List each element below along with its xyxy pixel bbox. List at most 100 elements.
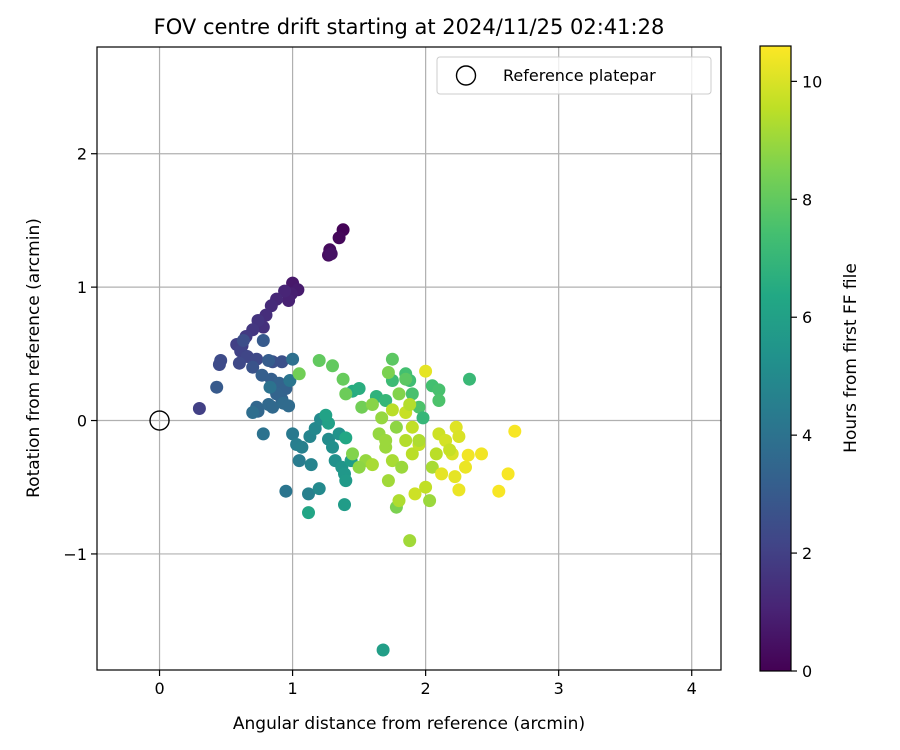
scatter-point: [408, 487, 422, 501]
scatter-point: [256, 427, 270, 441]
scatter-point: [392, 494, 406, 508]
scatter-point: [412, 434, 426, 447]
colorbar-ticks: 0 2 4 6 8 10: [791, 72, 822, 681]
reference-marker: [149, 410, 170, 431]
scatter-point: [236, 334, 250, 347]
scatter-point: [266, 400, 280, 414]
scatter-point: [385, 454, 399, 468]
scatter-point: [339, 474, 353, 488]
y-tick-label: −1: [63, 545, 87, 564]
x-tick-label: 4: [687, 679, 697, 698]
colorbar-label: Hours from first FF file: [841, 263, 861, 453]
scatter-point: [304, 458, 318, 472]
scatter-point: [459, 460, 472, 474]
scatter-point: [385, 352, 399, 366]
y-tick-label: 0: [77, 412, 87, 431]
colorbar-tick-label: 2: [802, 544, 812, 563]
scatter-point: [282, 399, 296, 413]
scatter-point: [336, 372, 350, 386]
scatter-point: [262, 354, 276, 367]
x-tick-label: 0: [154, 679, 164, 698]
scatter-point: [403, 398, 417, 411]
scatter-point: [508, 424, 522, 438]
scatter-point: [385, 403, 399, 417]
scatter-point: [399, 434, 413, 447]
y-axis-label: Rotation from reference (arcmin): [24, 218, 44, 498]
scatter-point: [232, 356, 246, 370]
scatter-point: [501, 467, 515, 481]
scatter-point: [246, 406, 260, 419]
scatter-point: [381, 366, 395, 379]
colorbar-gradient: [759, 45, 792, 672]
scatter-point: [292, 367, 306, 381]
grid: [97, 47, 721, 670]
scatter-point: [475, 447, 488, 461]
scatter-point: [405, 420, 419, 434]
scatter-point: [419, 480, 433, 494]
scatter-point: [263, 380, 277, 394]
scatter-point: [419, 364, 433, 378]
scatter-point: [246, 360, 260, 374]
scatter-point: [302, 506, 315, 520]
scatter-point: [319, 408, 333, 422]
x-tick-label: 3: [554, 679, 564, 698]
scatter-point: [278, 284, 292, 298]
scatter-point: [365, 398, 379, 411]
colorbar-tick-label: 0: [802, 662, 812, 681]
scatter-point: [365, 458, 379, 472]
scatter-point: [295, 440, 309, 454]
scatter-point: [461, 448, 475, 462]
scatter-point: [376, 643, 390, 657]
scatter-point: [192, 402, 206, 415]
plot-frame: [96, 46, 722, 671]
scatter-point: [403, 534, 417, 548]
scatter-point: [399, 372, 413, 386]
scatter-point: [275, 355, 289, 369]
scatter-point: [339, 387, 353, 401]
scatter-point: [395, 460, 409, 474]
colorbar-tick-label: 10: [802, 72, 822, 91]
reference-platepar-marker: [149, 410, 170, 431]
scatter-point: [443, 443, 457, 457]
scatter-point: [448, 470, 462, 484]
scatter-point: [355, 400, 369, 414]
scatter-point: [302, 487, 315, 501]
scatter-point: [375, 411, 389, 425]
colorbar-tick-label: 4: [802, 426, 812, 445]
scatter-point: [405, 447, 419, 461]
x-axis-ticks: 0 1 2 3 4: [154, 670, 697, 698]
legend: Reference platepar: [436, 56, 712, 95]
scatter-point: [352, 382, 366, 395]
colorbar-tick-label: 8: [802, 190, 812, 209]
chart-title: FOV centre drift starting at 2024/11/25 …: [154, 15, 665, 39]
colorbar-tick-label: 6: [802, 308, 812, 327]
scatter-point: [423, 494, 437, 508]
scatter-point: [389, 420, 403, 434]
y-axis-ticks: −1 0 1 2: [63, 145, 97, 564]
scatter-point: [435, 467, 449, 481]
scatter-point: [210, 380, 224, 394]
scatter-point: [279, 484, 293, 498]
scatter-point: [416, 411, 430, 425]
scatter-point: [425, 460, 439, 474]
scatter-point: [452, 430, 466, 443]
scatter-point: [379, 394, 393, 407]
scatter-point: [379, 434, 393, 447]
scatter-point: [405, 387, 419, 401]
scatter-point: [432, 383, 446, 397]
x-tick-label: 1: [287, 679, 297, 698]
scatter-point: [492, 484, 506, 498]
scatter-point: [332, 231, 346, 245]
scatter-point: [286, 427, 300, 441]
colorbar: 0 2 4 6 8 10 Hours from first FF file: [759, 45, 861, 681]
scatter-point: [256, 334, 270, 347]
scatter-point: [312, 354, 326, 367]
scatter-point: [338, 498, 351, 512]
scatter-point: [212, 358, 226, 371]
scatter-point: [339, 431, 353, 445]
scatter-point: [326, 440, 339, 454]
scatter-point: [346, 447, 359, 461]
scatter-points: [192, 223, 522, 657]
scatter-point: [429, 447, 443, 461]
x-axis-label: Angular distance from reference (arcmin): [233, 714, 585, 734]
